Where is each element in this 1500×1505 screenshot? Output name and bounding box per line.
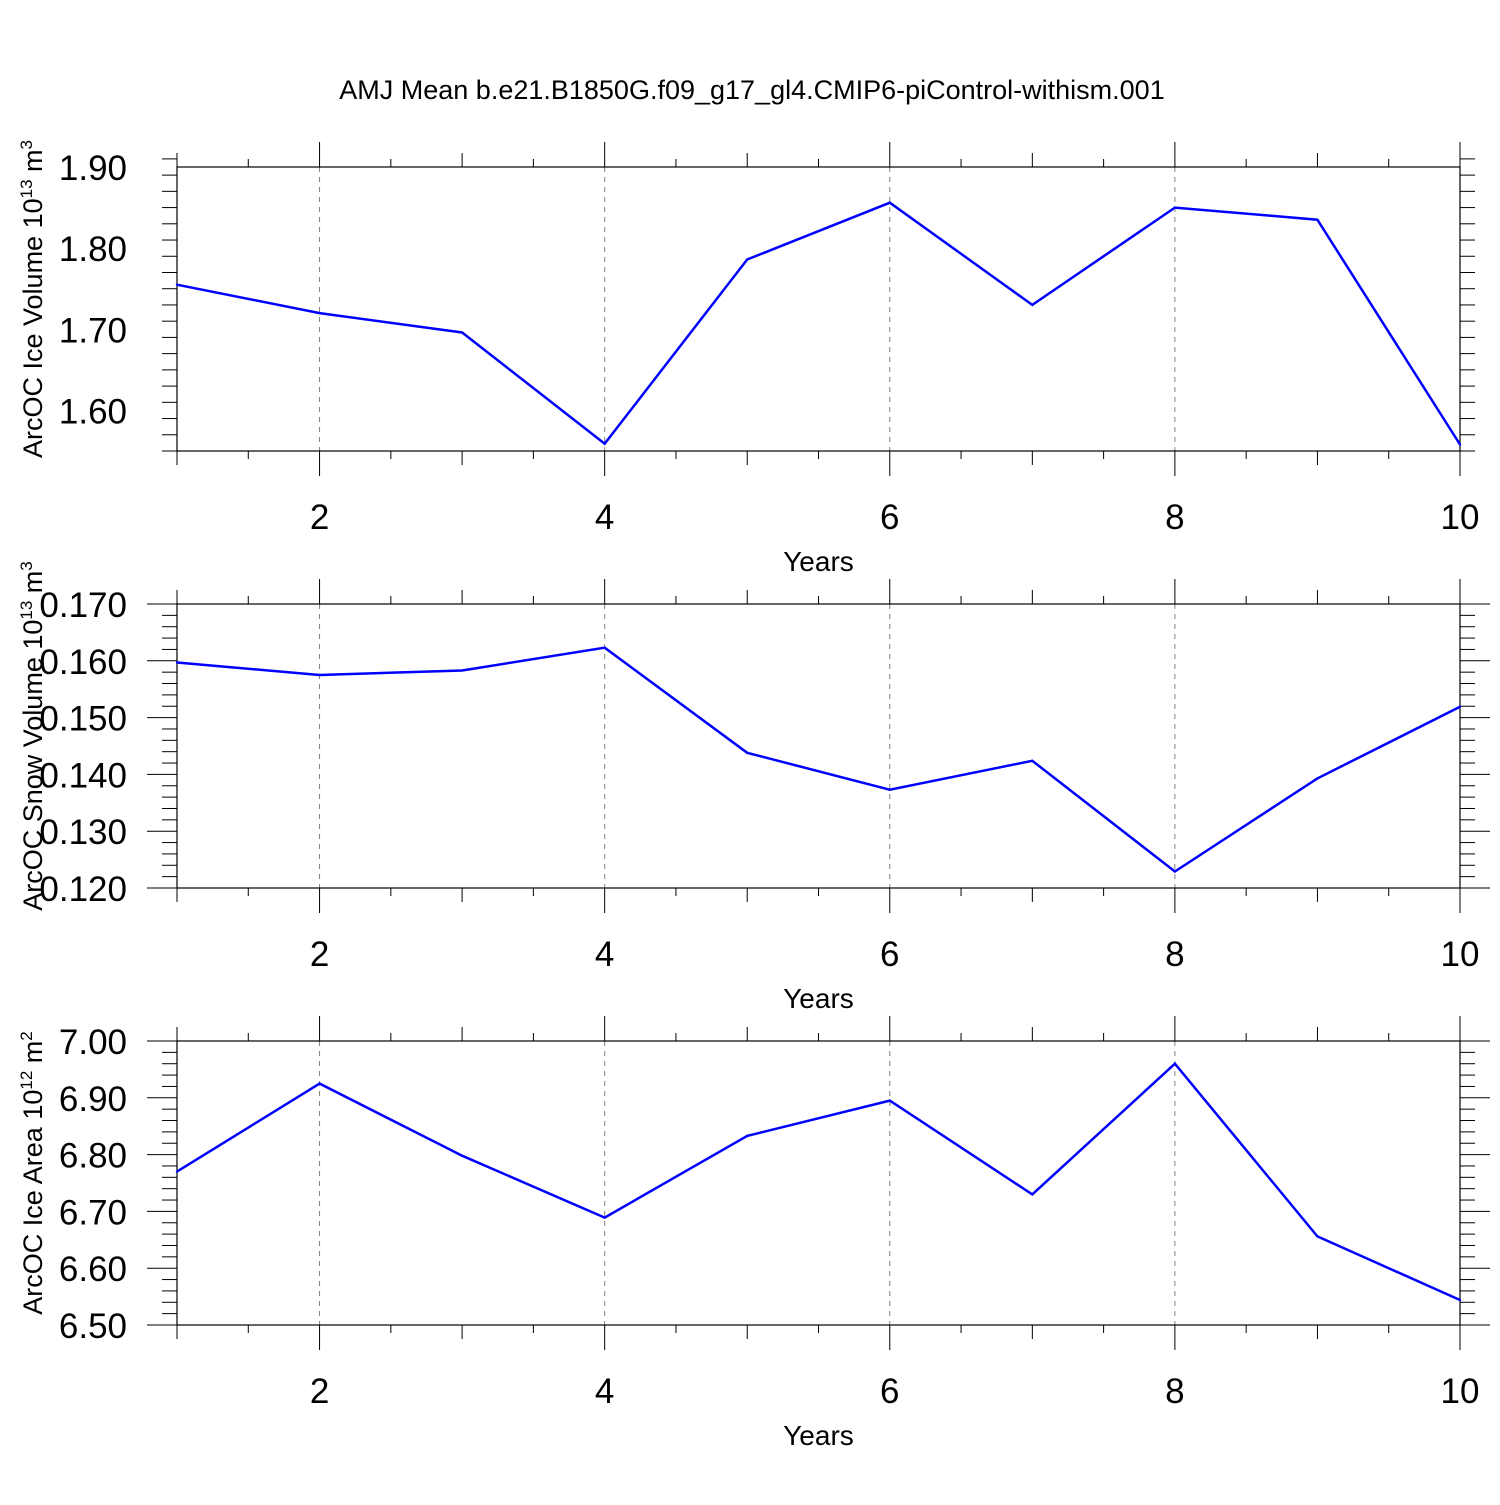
x-axis-label: Years <box>783 1420 854 1451</box>
x-tick-label: 6 <box>880 498 899 537</box>
data-point <box>1173 206 1177 209</box>
data-point <box>1173 1062 1177 1065</box>
plot-frame <box>176 603 1461 889</box>
figure-title: AMJ Mean b.e21.B1850G.f09_g17_gl4.CMIP6-… <box>339 75 1164 105</box>
plot-frame <box>176 166 1461 452</box>
x-tick-label: 2 <box>310 1372 329 1411</box>
data-point <box>175 661 179 664</box>
y-tick-label: 1.60 <box>59 392 127 431</box>
data-point <box>318 1082 321 1085</box>
data-point <box>746 751 749 755</box>
chart-panel-3: 6.50 6.60 6.70 6.80 6.90 7.00 2 4 6 8 10 Years ArcOC… <box>17 1016 1490 1451</box>
series-line <box>176 1061 1461 1302</box>
y-axis-label: ArcOC Ice Area 1012 m2 <box>17 1031 48 1315</box>
x-tick-label: 2 <box>310 498 329 537</box>
y-tick-label: 0.160 <box>39 643 127 682</box>
series-line <box>176 646 1461 874</box>
y-tick-label: 6.50 <box>59 1307 127 1346</box>
y-tick-label: 7.00 <box>59 1023 127 1062</box>
series-line <box>176 201 1462 446</box>
y-tick-label: 6.60 <box>59 1250 127 1289</box>
data-point <box>746 258 749 261</box>
x-tick-label: 8 <box>1165 498 1184 537</box>
y-tick-label: 0.150 <box>39 700 127 739</box>
y-tick-label: 1.90 <box>59 149 127 188</box>
data-point <box>888 1099 891 1102</box>
data-point <box>175 283 179 286</box>
data-point <box>1031 759 1034 762</box>
plot-frame <box>176 1040 1461 1326</box>
y-tick-label: 1.80 <box>59 230 127 269</box>
y-tick-label: 1.70 <box>59 311 127 350</box>
data-point <box>603 646 606 649</box>
x-tick-label: 10 <box>1441 935 1480 974</box>
y-tick-label: 0.140 <box>39 756 127 795</box>
x-tick-label: 2 <box>310 935 329 974</box>
data-point <box>603 442 606 445</box>
data-point <box>1173 870 1177 873</box>
x-axis-label: Years <box>783 546 854 577</box>
y-tick-label: 6.80 <box>59 1137 127 1176</box>
data-point <box>603 1216 606 1219</box>
data-point <box>1458 443 1462 446</box>
x-tick-label: 6 <box>880 1372 899 1411</box>
data-point <box>1458 1298 1462 1302</box>
y-tick-label: 6.70 <box>59 1193 127 1232</box>
data-point <box>460 1154 464 1157</box>
data-point <box>175 1170 179 1173</box>
data-point <box>746 1134 749 1138</box>
data-point <box>460 669 464 672</box>
chart-panel-2: 0.120 0.130 0.140 0.150 0.160 0.170 2 4 6 8 10 Year… <box>17 561 1490 1014</box>
data-point <box>318 673 321 677</box>
y-tick-label: 0.130 <box>39 813 127 852</box>
y-tick-label: 6.90 <box>59 1080 127 1119</box>
y-axis-label: ArcOC Ice Volume 1013 m3 <box>17 140 48 458</box>
y-tick-label: 0.120 <box>39 870 127 909</box>
x-tick-label: 10 <box>1441 1372 1480 1411</box>
y-tick-label: 0.170 <box>39 586 127 625</box>
data-point <box>1316 218 1319 221</box>
data-point <box>1031 303 1034 307</box>
data-point <box>318 311 321 315</box>
x-tick-label: 10 <box>1441 498 1480 537</box>
x-tick-label: 4 <box>595 498 614 537</box>
chart-panel-1: 1.60 1.70 1.80 1.90 2 4 6 8 10 Years ArcOC Ice Vol… <box>17 140 1479 577</box>
data-point <box>1316 1235 1319 1238</box>
x-tick-label: 4 <box>595 935 614 974</box>
x-tick-label: 8 <box>1165 1372 1184 1411</box>
x-axis-label: Years <box>783 983 854 1014</box>
x-tick-label: 8 <box>1165 935 1184 974</box>
data-point <box>1031 1193 1034 1196</box>
data-point <box>888 788 891 791</box>
data-point <box>888 201 891 204</box>
x-tick-label: 6 <box>880 935 899 974</box>
data-point <box>1316 777 1319 780</box>
y-axis-label: ArcOC Snow Volume 1013 m3 <box>17 561 48 911</box>
data-point <box>1458 705 1462 709</box>
data-point <box>460 331 464 334</box>
x-tick-label: 4 <box>595 1372 614 1411</box>
